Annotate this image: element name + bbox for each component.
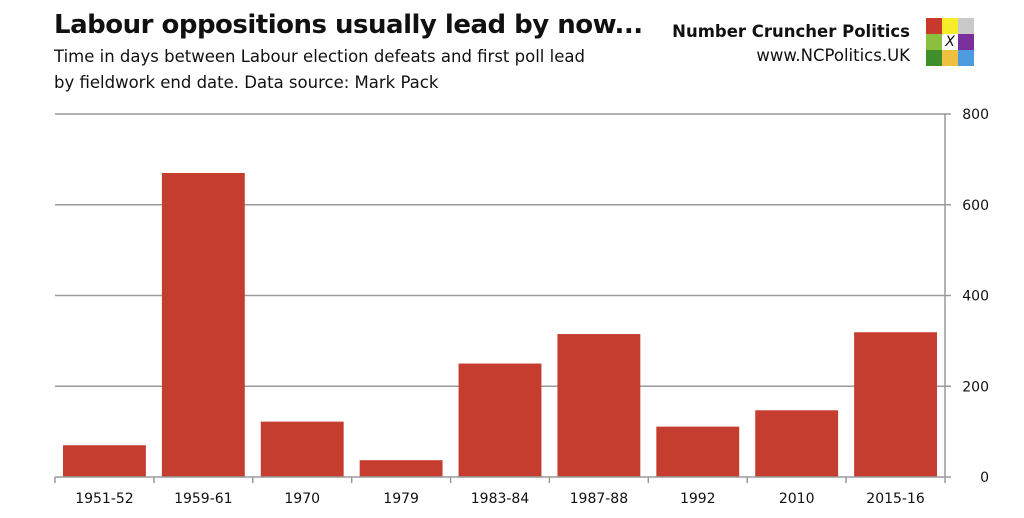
- x-tick-label: 1987-88: [570, 491, 629, 507]
- bar-1970: [260, 421, 344, 477]
- x-tick-label: 2015-16: [866, 491, 925, 507]
- bar-1987-88: [557, 334, 641, 477]
- brand-url: www.NCPolitics.UK: [756, 46, 910, 65]
- logo-square: [942, 50, 958, 66]
- logo-square: [926, 34, 942, 50]
- logo-square: [958, 34, 974, 50]
- x-tick-label: 1992: [680, 491, 716, 507]
- logo-x-mark: X: [942, 34, 958, 50]
- x-tick-label: 1979: [383, 491, 419, 507]
- x-tick-label: 2010: [779, 491, 815, 507]
- y-tick-label: 0: [980, 470, 989, 486]
- x-tick-label: 1970: [284, 491, 320, 507]
- bar-2010: [755, 410, 839, 477]
- bar-1951-52: [63, 445, 146, 477]
- chart-title: Labour oppositions usually lead by now..…: [54, 10, 643, 40]
- logo-square: [942, 18, 958, 34]
- bar-1983-84: [458, 363, 542, 477]
- x-tick-label: 1951-52: [75, 491, 134, 507]
- x-tick-label: 1959-61: [174, 491, 233, 507]
- y-tick-label: 800: [962, 107, 989, 123]
- chart-subtitle-line-2: by fieldwork end date. Data source: Mark…: [54, 73, 439, 92]
- brand-name: Number Cruncher Politics: [672, 22, 910, 41]
- bar-1979: [359, 460, 443, 477]
- bar-2015-16: [854, 332, 937, 477]
- bar-1959-61: [161, 172, 245, 478]
- logo-square: [958, 50, 974, 66]
- logo-square: [926, 18, 942, 34]
- y-tick-label: 600: [962, 198, 989, 214]
- y-tick-label: 400: [962, 289, 989, 305]
- brand-logo: X: [926, 18, 974, 66]
- logo-square: [958, 18, 974, 34]
- logo-square: [926, 50, 942, 66]
- y-tick-label: 200: [962, 379, 989, 395]
- bar-1992: [656, 426, 740, 477]
- x-tick-label: 1983-84: [471, 491, 530, 507]
- chart-subtitle-line-1: Time in days between Labour election def…: [54, 47, 585, 66]
